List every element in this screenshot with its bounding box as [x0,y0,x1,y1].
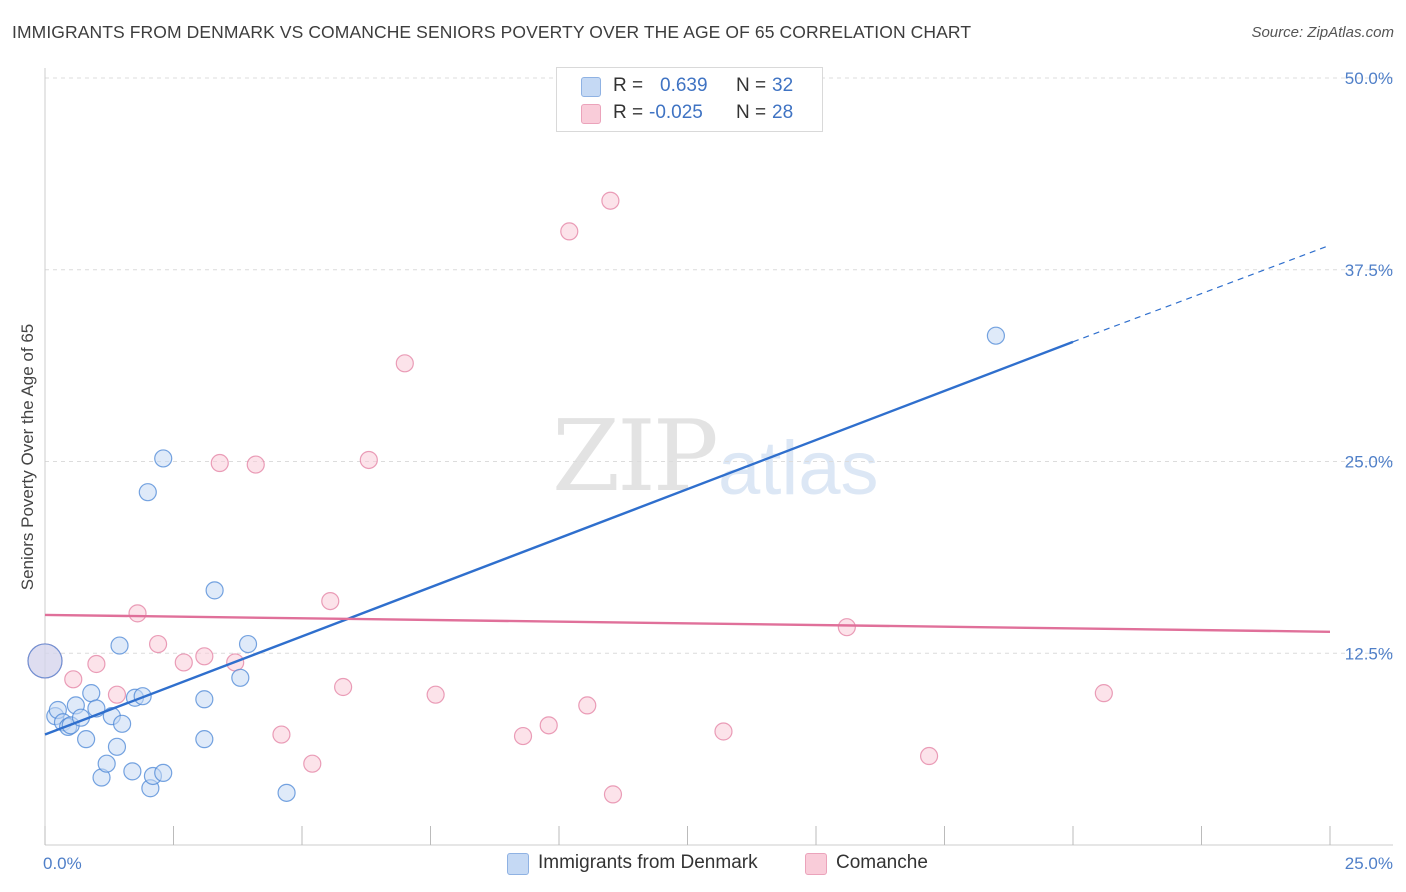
legend-r-value: -0.025 [649,102,703,123]
point-denmark [77,730,96,749]
source-label: Source: ZipAtlas.com [1251,24,1394,41]
bottom-legend-swatch-blue [507,853,529,875]
point-denmark [112,714,132,733]
legend-n-value: 28 [772,102,794,123]
y-tick-label: 37.5% [1345,261,1393,280]
bottom-legend-swatch-pink [805,853,827,875]
point-denmark [154,763,173,783]
point-comanche [601,191,620,210]
point-comanche [128,604,147,623]
point-comanche [578,696,597,715]
trendline-extension-denmark [1072,244,1331,343]
legend-n-label: N = [736,102,767,123]
point-comanche [321,591,340,611]
point-comanche [210,453,229,473]
bottom-legend-label: Immigrants from Denmark [538,852,758,873]
legend-r-label: R = [613,75,644,96]
point-comanche [195,647,214,666]
point-denmark [154,449,173,468]
point-comanche [1094,684,1113,703]
point-comanche [272,725,291,744]
x-tick-label: 0.0% [43,854,82,873]
legend-swatch-pink [581,104,601,124]
point-comanche [395,354,414,373]
legend-r-value: 0.639 [660,75,708,96]
point-comanche [359,450,378,470]
point-denmark [277,783,296,802]
trendline-denmark [44,340,1074,736]
x-tick-label: 25.0% [1345,854,1393,873]
legend-swatch-blue [581,77,601,97]
stats-legend: R = 0.639 N = 32 R = -0.025 N = 28 [556,67,823,132]
point-denmark [205,581,224,600]
watermark-zip: ZIP [552,400,719,514]
y-tick-label: 25.0% [1345,453,1393,472]
point-comanche [714,722,733,741]
point-denmark [107,737,127,756]
point-comanche [87,654,106,674]
point-comanche [603,785,623,804]
point-denmark [97,754,116,773]
legend-n-label: N = [736,75,767,96]
y-tick-label: 50.0% [1345,69,1393,88]
y-axis-label: Seniors Poverty Over the Age of 65 [18,323,37,591]
point-comanche [426,685,445,704]
point-denmark [123,762,142,781]
legend-r-label: R = [613,102,644,123]
point-comanche [246,455,265,474]
point-denmark [238,634,258,654]
y-tick-label: 12.5% [1345,644,1393,663]
point-comanche [64,670,83,689]
point-comanche [539,716,558,735]
trendline-comanche [44,613,1331,633]
legend-n-value: 32 [772,75,794,96]
point-denmark [82,684,101,703]
bottom-legend-label: Comanche [836,852,928,873]
point-denmark [27,643,63,679]
point-comanche [560,222,579,241]
point-comanche [107,685,127,704]
point-denmark [195,690,214,709]
point-comanche [174,653,193,672]
chart-title: IMMIGRANTS FROM DENMARK VS COMANCHE SENI… [12,22,972,42]
point-comanche [837,618,856,637]
point-denmark [110,636,129,655]
point-comanche [303,754,322,773]
point-denmark [138,483,157,502]
point-comanche [513,726,533,746]
point-comanche [334,677,353,697]
point-denmark [986,326,1006,345]
point-comanche [148,634,168,654]
point-comanche [919,746,939,766]
point-denmark [231,668,250,687]
point-denmark [195,730,214,749]
